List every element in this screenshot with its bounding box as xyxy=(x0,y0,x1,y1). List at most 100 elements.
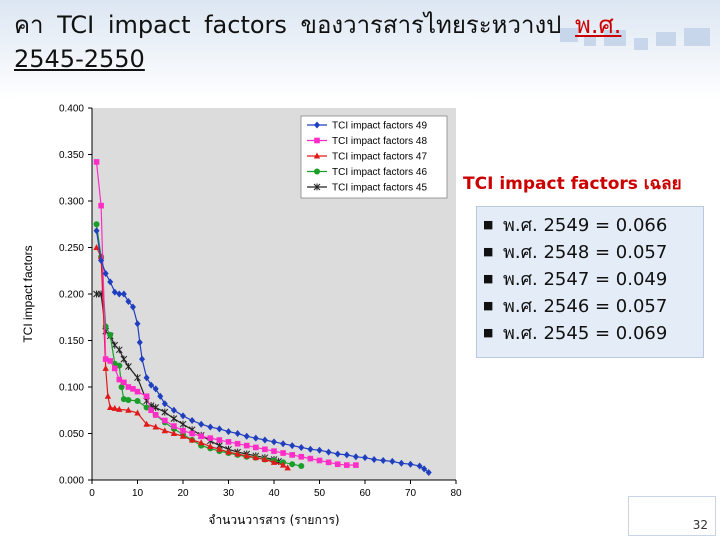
legend-marker xyxy=(314,168,320,175)
data-point xyxy=(271,438,277,446)
data-point xyxy=(152,385,159,393)
data-point xyxy=(289,452,295,458)
data-point xyxy=(162,417,168,424)
data-point xyxy=(111,288,118,296)
average-item-text: พ.ศ. 2546 = 0.057 xyxy=(503,296,668,317)
average-list-box: ■ พ.ศ. 2549 = 0.066 ■ พ.ศ. 2548 = 0.057 ■ พ.ศ… xyxy=(476,206,704,358)
data-point xyxy=(344,462,350,468)
data-point xyxy=(198,439,205,446)
data-point xyxy=(180,427,186,434)
title-years: 2545-2550 xyxy=(14,45,145,73)
data-point xyxy=(421,465,428,473)
data-point xyxy=(120,290,127,298)
x-tick-label: 60 xyxy=(359,488,371,499)
legend-label: TCI impact factors 45 xyxy=(332,183,427,194)
data-point xyxy=(116,290,123,298)
data-point xyxy=(398,459,405,467)
data-point xyxy=(280,450,286,456)
data-point xyxy=(271,448,277,454)
data-point xyxy=(134,320,141,328)
legend-label: TCI impact factors 47 xyxy=(332,152,427,163)
data-point xyxy=(252,434,259,442)
data-point xyxy=(115,346,123,354)
data-point xyxy=(425,469,432,477)
data-point xyxy=(111,404,118,411)
data-point xyxy=(216,437,223,443)
data-point xyxy=(125,363,132,371)
data-point xyxy=(279,461,287,468)
data-point xyxy=(143,420,150,427)
data-point xyxy=(104,392,112,399)
x-tick-label: 40 xyxy=(268,488,280,499)
legend-item: TCI impact factors 46 xyxy=(307,167,427,178)
legend-item: TCI impact factors 45 xyxy=(307,183,427,194)
x-tick-label: 30 xyxy=(223,488,235,499)
data-point xyxy=(262,446,268,453)
bullet-icon: ■ xyxy=(483,245,494,258)
axes: 0.000 0.050 0.100 0.150 0.200 0.250 0.300 0.350… xyxy=(21,104,462,528)
data-point xyxy=(284,464,291,471)
data-point xyxy=(170,406,177,414)
data-point xyxy=(134,397,141,404)
data-point xyxy=(225,448,232,455)
data-point xyxy=(134,374,141,382)
legend-box xyxy=(300,115,448,199)
data-point xyxy=(152,423,159,430)
page-number: 32 xyxy=(692,518,708,532)
data-point xyxy=(116,362,123,369)
data-point xyxy=(316,457,323,464)
y-tick-label: 0.050 xyxy=(59,429,84,440)
data-point xyxy=(134,409,141,416)
data-point xyxy=(98,202,104,209)
data-point xyxy=(352,453,359,461)
data-point xyxy=(343,451,350,459)
data-point xyxy=(270,458,278,465)
slide-background-band xyxy=(0,0,720,100)
data-point xyxy=(143,404,150,411)
data-point xyxy=(125,384,132,390)
average-item: ■ พ.ศ. 2549 = 0.066 xyxy=(477,211,703,238)
data-point xyxy=(102,270,109,278)
slide-title: คา TCI impact factors ของวารสารไทยระหวาง… xyxy=(14,8,704,76)
bullet-icon: ■ xyxy=(483,326,494,339)
data-point xyxy=(216,425,223,433)
data-point xyxy=(121,379,127,386)
data-point xyxy=(170,430,178,436)
y-tick-label: 0.350 xyxy=(59,150,84,161)
data-point xyxy=(325,459,332,466)
data-point xyxy=(407,460,414,468)
legend-marker xyxy=(313,183,321,191)
x-tick-label: 80 xyxy=(450,488,462,499)
data-point xyxy=(134,388,141,395)
data-point xyxy=(125,397,132,404)
data-point xyxy=(243,452,250,459)
legend-item: TCI impact factors 48 xyxy=(307,136,427,147)
data-point xyxy=(362,454,368,462)
legend-label: TCI impact factors 49 xyxy=(332,121,427,132)
data-point xyxy=(93,221,100,228)
data-point xyxy=(243,432,250,440)
average-item: ■ พ.ศ. 2548 = 0.057 xyxy=(477,238,703,265)
data-point xyxy=(298,453,305,460)
average-item: ■ พ.ศ. 2547 = 0.049 xyxy=(477,265,703,292)
data-point xyxy=(179,420,187,428)
y-tick-label: 0.100 xyxy=(59,383,84,394)
data-point xyxy=(102,356,109,362)
data-point xyxy=(298,443,305,451)
data-point xyxy=(198,433,204,440)
x-axis-label: จำนวนวารสาร (รายการ) xyxy=(208,513,339,527)
data-point xyxy=(120,396,127,403)
x-tick-label: 50 xyxy=(314,488,326,499)
data-point xyxy=(130,386,136,392)
bullet-icon: ■ xyxy=(483,272,494,285)
legend-marker xyxy=(314,137,320,144)
data-point xyxy=(225,428,232,436)
data-point xyxy=(161,400,168,408)
data-point xyxy=(253,444,259,451)
data-point xyxy=(143,374,150,382)
x-tick-label: 70 xyxy=(405,488,417,499)
chart-container: 0.000 0.050 0.100 0.150 0.200 0.250 0.300 0.350… xyxy=(18,96,472,534)
data-point xyxy=(116,376,123,383)
data-point xyxy=(125,406,132,413)
x-tick-label: 0 xyxy=(89,488,95,499)
